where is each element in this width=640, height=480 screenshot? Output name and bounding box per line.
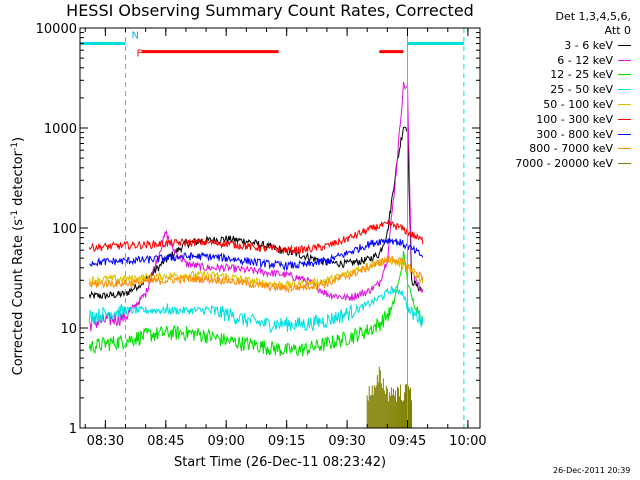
plot-frame bbox=[79, 27, 481, 429]
y-axis-label: Corrected Count Rate (s-1 detector-1) bbox=[10, 126, 26, 386]
y-tick-label: 10 bbox=[60, 322, 77, 337]
series-line-7 bbox=[88, 255, 424, 294]
legend-item: 3 - 6 keV bbox=[486, 38, 636, 53]
axes-layer: 1 10 100 1000 10000 08:30 08:45 09:00 09:15 09:30… bbox=[36, 22, 487, 449]
y-tick-label: 1000 bbox=[44, 122, 77, 137]
legend-label: 12 - 25 keV bbox=[550, 68, 613, 82]
y-axis-label-sup2: -1 bbox=[9, 142, 20, 152]
y-tick-label: 10000 bbox=[36, 22, 77, 37]
series-line-0 bbox=[88, 126, 423, 300]
legend-label: 100 - 300 keV bbox=[536, 112, 613, 126]
legend-item: 12 - 25 keV bbox=[486, 68, 636, 83]
x-tick-label: 09:15 bbox=[268, 434, 305, 449]
y-axis-label-suffix: ) bbox=[11, 136, 27, 143]
series-line-1 bbox=[88, 81, 424, 332]
y-tick-label: 100 bbox=[52, 222, 77, 237]
x-tick-label: 08:45 bbox=[147, 434, 184, 449]
legend-item: 300 - 800 keV bbox=[486, 127, 636, 142]
series-8-spikes bbox=[366, 366, 413, 428]
legend: Det 1,3,4,5,6, Att 0 3 - 6 keV 6 - 12 keV… bbox=[486, 10, 636, 171]
series-line-2 bbox=[88, 251, 424, 357]
legend-item: 50 - 100 keV bbox=[486, 97, 636, 112]
flare-flag-label: F bbox=[137, 49, 143, 60]
x-axis-label: Start Time (26-Dec-11 08:23:42) bbox=[173, 455, 387, 470]
legend-label: 300 - 800 keV bbox=[536, 127, 613, 141]
legend-header-line-1: Det 1,3,4,5,6, bbox=[555, 10, 631, 23]
x-tick-label: 09:00 bbox=[207, 434, 244, 449]
night-flag-label: N bbox=[132, 30, 139, 41]
legend-swatch bbox=[618, 59, 631, 61]
series-line-6 bbox=[89, 238, 424, 272]
legend-item: 6 - 12 keV bbox=[486, 53, 636, 68]
legend-swatch bbox=[618, 148, 631, 150]
y-axis-label-prefix: Corrected Count Rate (s bbox=[11, 219, 27, 376]
footer-timestamp: 26-Dec-2011 20:39 bbox=[553, 466, 631, 475]
legend-swatch bbox=[618, 133, 631, 135]
chart-title: HESSI Observing Summary Count Rates, Cor… bbox=[66, 1, 474, 20]
legend-swatch bbox=[618, 104, 631, 106]
y-tick-label: 1 bbox=[69, 422, 77, 437]
x-tick-label: 09:45 bbox=[389, 434, 426, 449]
x-tick-label: 10:00 bbox=[449, 434, 486, 449]
legend-item: 25 - 50 keV bbox=[486, 82, 636, 97]
legend-item: 100 - 300 keV bbox=[486, 112, 636, 127]
legend-item: 800 - 7000 keV bbox=[486, 142, 636, 157]
legend-swatch bbox=[618, 74, 631, 76]
legend-item: 7000 - 20000 keV bbox=[486, 156, 636, 171]
legend-swatch bbox=[618, 118, 631, 120]
legend-label: 800 - 7000 keV bbox=[529, 142, 613, 156]
legend-label: 3 - 6 keV bbox=[564, 38, 613, 52]
legend-header-line-2: Att 0 bbox=[604, 24, 631, 37]
x-tick-label: 08:30 bbox=[87, 434, 124, 449]
series-line-5 bbox=[88, 219, 424, 255]
flags-layer: NF bbox=[79, 28, 465, 428]
legend-label: 50 - 100 keV bbox=[543, 98, 613, 112]
y-axis-label-mid: detector bbox=[11, 151, 27, 211]
legend-swatch bbox=[618, 89, 631, 91]
x-tick-label: 09:30 bbox=[328, 434, 365, 449]
legend-rows: 3 - 6 keV 6 - 12 keV 12 - 25 keV 25 - 50 ke… bbox=[486, 38, 636, 171]
legend-label: 25 - 50 keV bbox=[550, 83, 613, 97]
legend-swatch bbox=[618, 44, 631, 46]
legend-label: 7000 - 20000 keV bbox=[515, 157, 613, 171]
y-axis-label-sup1: -1 bbox=[9, 210, 20, 220]
series-line-3 bbox=[88, 285, 424, 333]
series-layer bbox=[88, 81, 424, 428]
legend-label: 6 - 12 keV bbox=[557, 53, 613, 67]
legend-swatch bbox=[618, 163, 631, 165]
